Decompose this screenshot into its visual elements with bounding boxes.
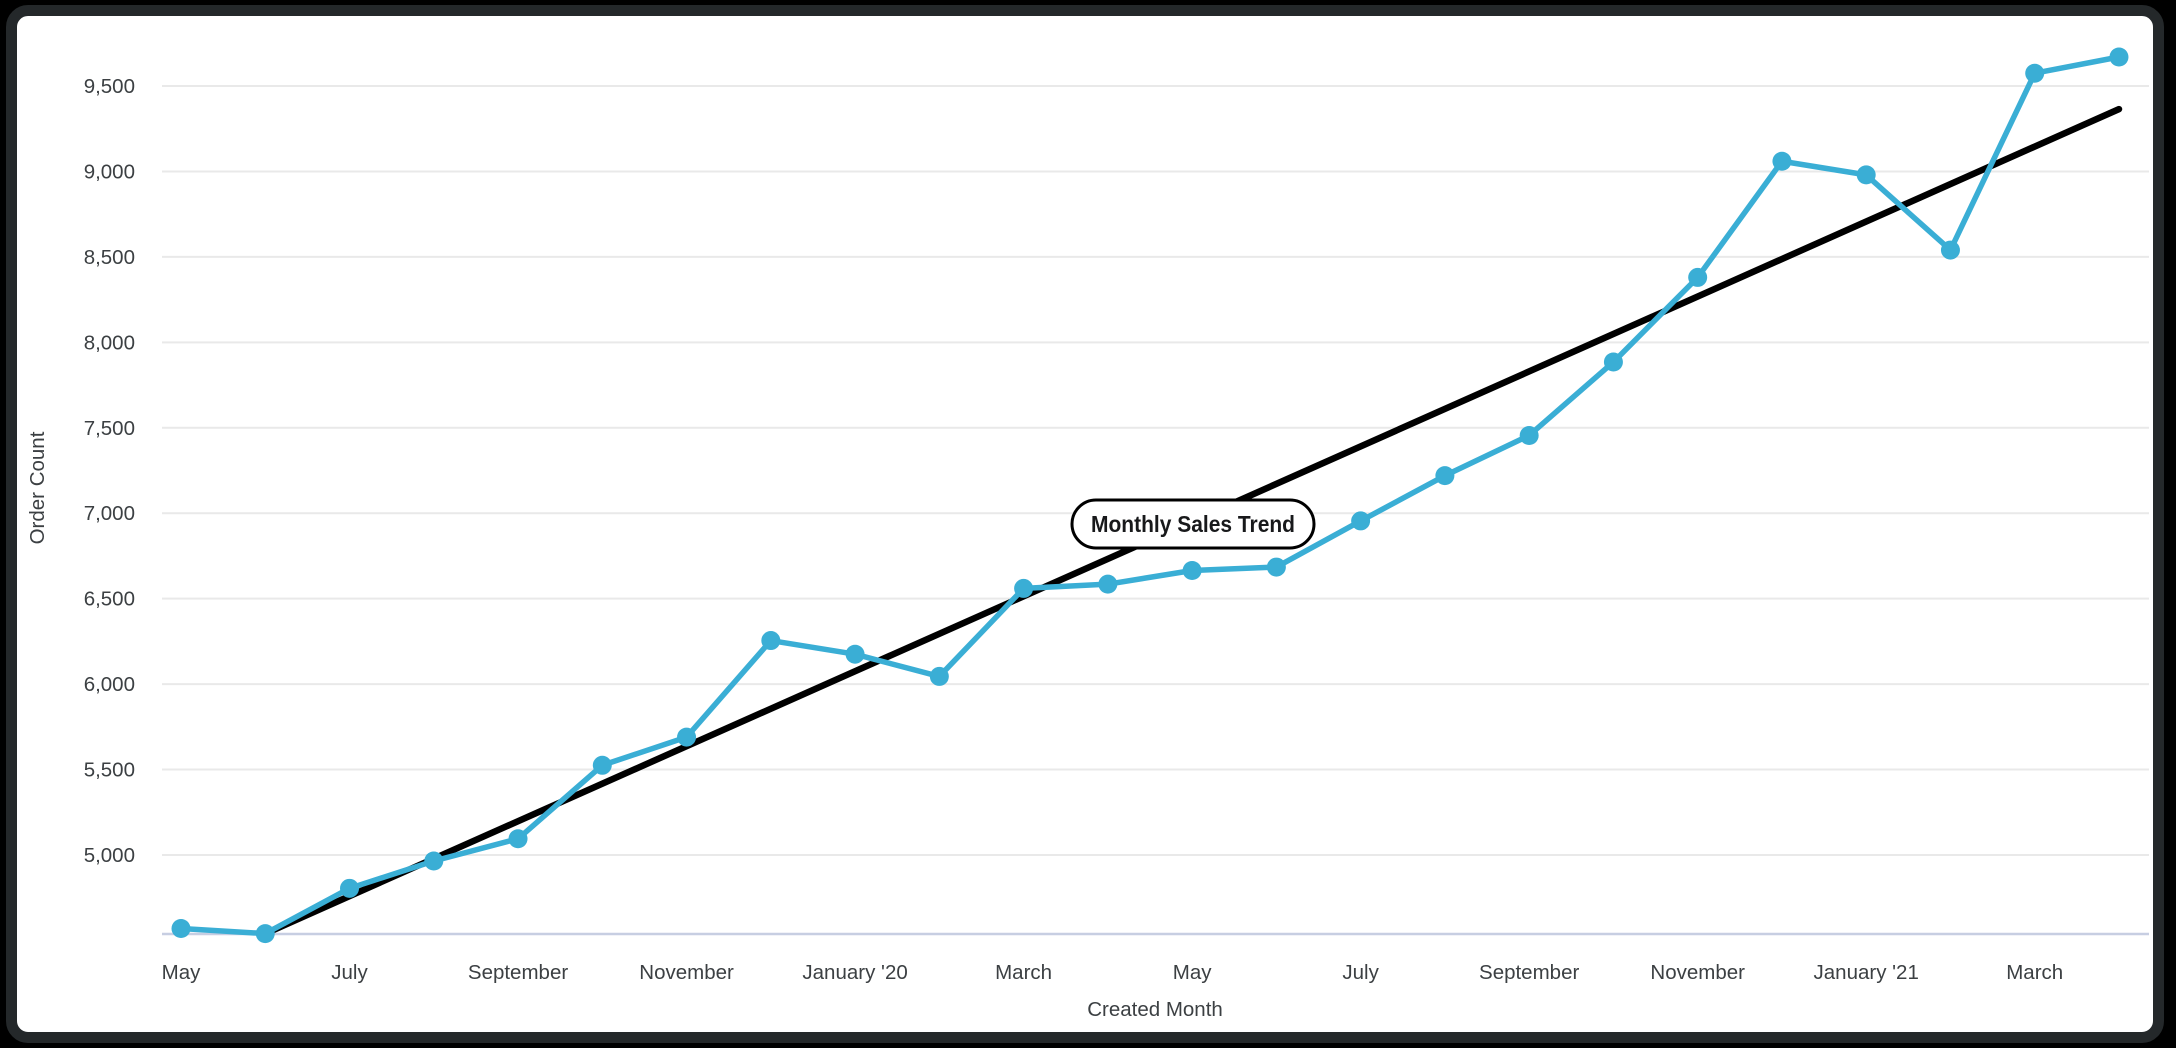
data-point-mar-20[interactable]	[1014, 578, 1034, 598]
data-point-sep-20[interactable]	[1519, 425, 1539, 445]
data-point-sep-19[interactable]	[508, 829, 528, 849]
y-tick-label: 5,500	[84, 759, 135, 782]
data-point-nov-19[interactable]	[677, 727, 697, 747]
x-tick-label: November	[1650, 961, 1745, 984]
data-point-may-20[interactable]	[1182, 560, 1202, 580]
x-tick-label: July	[1342, 961, 1379, 984]
data-point-jul-19[interactable]	[340, 878, 360, 898]
data-point-apr-20[interactable]	[1098, 574, 1118, 594]
y-tick-label: 8,000	[84, 331, 135, 354]
y-tick-label: 9,500	[84, 75, 135, 98]
x-tick-label: September	[468, 961, 568, 984]
data-point-jun-19[interactable]	[255, 924, 275, 944]
y-tick-label: 8,500	[84, 246, 135, 269]
chart-annotation-pill: Monthly Sales Trend	[1070, 498, 1316, 550]
data-series-layer	[171, 47, 2129, 944]
data-point-aug-19[interactable]	[424, 851, 444, 871]
x-axis-title: Created Month	[1087, 998, 1223, 1021]
x-tick-label: May	[162, 961, 201, 984]
y-tick-label: 7,500	[84, 417, 135, 440]
data-point-jun-20[interactable]	[1266, 557, 1286, 577]
chart-area: 5,000 5,500 6,000 6,500 7,000 7,500 8,000 8,500…	[17, 16, 2153, 1032]
x-tick-label: July	[331, 961, 368, 984]
x-tick-label: March	[995, 961, 1052, 984]
data-point-apr-21[interactable]	[2109, 47, 2129, 67]
data-point-jan-21[interactable]	[1856, 165, 1876, 185]
x-tick-label: March	[2006, 961, 2063, 984]
sales-line	[178, 54, 2122, 937]
data-point-jul-20[interactable]	[1351, 511, 1371, 531]
data-point-mar-21[interactable]	[2025, 63, 2045, 83]
x-tick-label: November	[639, 961, 734, 984]
data-point-dec-20[interactable]	[1772, 151, 1792, 171]
x-tick-label: January '20	[802, 961, 907, 984]
sales-trend-line-chart[interactable]: 5,000 5,500 6,000 6,500 7,000 7,500 8,000 8,500…	[17, 16, 2153, 1032]
y-tick-label: 6,500	[84, 588, 135, 611]
data-point-feb-20[interactable]	[929, 666, 949, 686]
annotation-pill-label: Monthly Sales Trend	[1091, 511, 1295, 537]
x-tick-label: September	[1479, 961, 1579, 984]
data-point-jan-20[interactable]	[845, 644, 865, 664]
x-tick-label: January '21	[1814, 961, 1919, 984]
data-point-feb-21[interactable]	[1940, 240, 1960, 260]
data-point-oct-20[interactable]	[1603, 352, 1623, 372]
axis-ticks-layer: 5,000 5,500 6,000 6,500 7,000 7,500 8,000 8,500…	[84, 75, 2064, 984]
data-point-may-19[interactable]	[171, 918, 191, 938]
y-tick-label: 7,000	[84, 502, 135, 525]
data-point-nov-20[interactable]	[1688, 267, 1708, 287]
y-tick-label: 5,000	[84, 844, 135, 867]
annotation-pill-outline	[1070, 498, 1316, 550]
data-point-dec-19[interactable]	[761, 631, 781, 651]
data-point-oct-19[interactable]	[592, 755, 612, 775]
y-tick-label: 9,000	[84, 160, 135, 183]
x-tick-label: May	[1173, 961, 1212, 984]
data-point-aug-20[interactable]	[1435, 466, 1455, 486]
chart-card-frame: 5,000 5,500 6,000 6,500 7,000 7,500 8,000 8,500…	[6, 5, 2164, 1043]
y-axis-title: Order Count	[26, 431, 49, 544]
y-tick-label: 6,000	[84, 673, 135, 696]
